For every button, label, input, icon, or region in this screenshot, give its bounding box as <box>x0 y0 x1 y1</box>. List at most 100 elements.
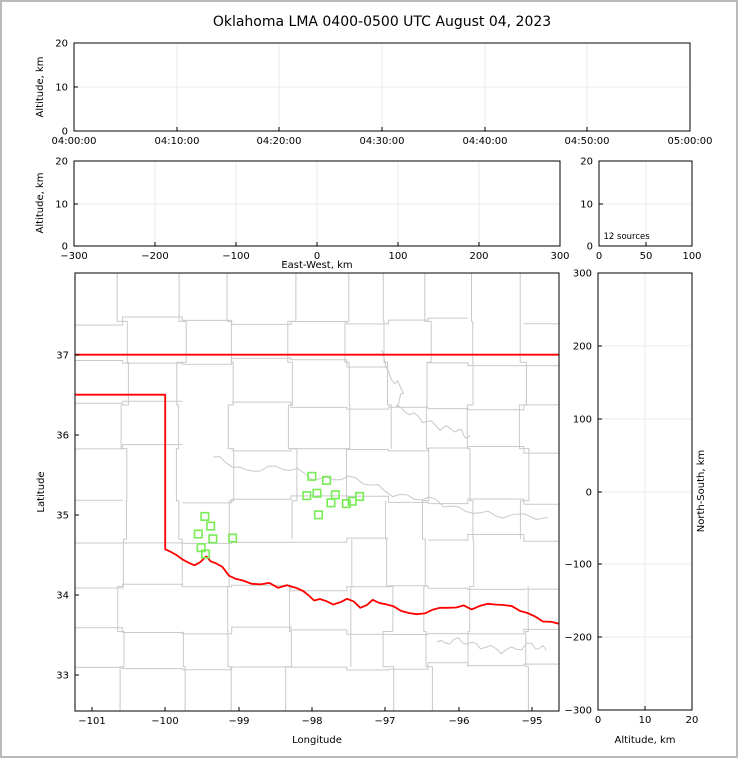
plan_view-y-tick-label: 35 <box>56 511 69 522</box>
ew_height-x-tick-label: 0 <box>314 251 320 262</box>
ns_alt-y-tick-label: −300 <box>565 706 592 717</box>
plan_view-x-tick-label: −95 <box>521 716 542 727</box>
lma-station-marker <box>208 534 218 544</box>
source_histogram-tick-marks <box>598 160 693 247</box>
ns_alt-x-axis-label: Altitude, km <box>615 735 676 746</box>
ew_height-y-tick-label: 0 <box>62 242 68 253</box>
plan_view-y-tick-label: 33 <box>56 671 69 682</box>
ns_alt-y-tick-label: 100 <box>573 415 592 426</box>
source_histogram-y-tick-label: 0 <box>587 242 593 253</box>
ns_alt-panel: 0 10 20 300 200 100 0 −100 −200 −300 Altitude, km N… <box>565 269 707 747</box>
lma-station-marker <box>193 529 203 539</box>
lma-station-marker <box>206 521 216 531</box>
ew_height-x-axis-label: East-West, km <box>281 260 352 271</box>
source_histogram-y-tick-label: 10 <box>580 200 593 211</box>
lma-station-marker <box>307 471 317 481</box>
plan_view-panel: −101 −100 −99 −98 −97 −96 −95 33 34 35 36 37 Longitu… <box>36 272 560 746</box>
lma-station-marker <box>201 549 211 559</box>
plan_view-x-axis-label: Longitude <box>292 735 342 746</box>
source_histogram-x-tick-label: 50 <box>640 251 653 262</box>
figure-title: Oklahoma LMA 0400-0500 UTC August 04, 20… <box>212 14 552 30</box>
ns_alt-x-tick-label: 20 <box>686 715 699 726</box>
plan_view-x-tick-label: −99 <box>228 716 249 727</box>
time_height-x-tick-label: 04:00:00 <box>52 136 97 147</box>
ew_height-x-tick-label: −200 <box>141 251 168 262</box>
plan_view-y-tick-label: 36 <box>56 431 69 442</box>
ew_height-x-tick-label: −300 <box>60 251 87 262</box>
lma-station-marker <box>341 499 351 509</box>
map-layers <box>75 273 559 711</box>
plan_view-tick-labels: −101 −100 −99 −98 −97 −96 −95 33 34 35 36 37 <box>56 351 542 728</box>
state-border-west-south <box>75 393 559 625</box>
plan_view-x-tick-label: −101 <box>78 716 105 727</box>
source_histogram-x-tick-label: 0 <box>596 251 602 262</box>
county-boundaries <box>75 273 559 711</box>
ew_height-x-tick-label: 300 <box>550 251 569 262</box>
plan_view-tick-marks <box>75 354 533 711</box>
plan_view-x-tick-label: −98 <box>301 716 322 727</box>
lma-station-marker <box>347 496 357 506</box>
ns_alt-x-tick-label: 10 <box>639 715 652 726</box>
time_height-tick-marks <box>73 42 691 132</box>
ew_height-x-tick-label: 200 <box>469 251 488 262</box>
ns_alt-y-tick-label: 300 <box>573 269 592 280</box>
plan_view-plot-area <box>75 273 559 711</box>
time_height-tick-labels: 04:00:00 04:10:00 04:20:00 04:30:00 04:40:00… <box>52 39 713 148</box>
ns_alt-y-axis-label-right: North-South, km <box>696 450 707 533</box>
plan_view-y-axis-label: Latitude <box>36 471 47 512</box>
ew_height-y-tick-label: 10 <box>55 200 68 211</box>
lma-station-marker <box>200 511 210 522</box>
source_histogram-y-tick-label: 20 <box>580 157 593 168</box>
lma-station-marker <box>228 533 238 543</box>
ns_alt-y-tick-label: −200 <box>565 633 592 644</box>
ew_height-x-tick-label: −100 <box>222 251 249 262</box>
ns_alt-y-tick-label: 0 <box>586 488 592 499</box>
source_histogram-tick-labels: 0 50 100 0 10 20 <box>580 157 701 263</box>
ew_height-y-axis-label: Altitude, km <box>35 173 46 234</box>
ns_alt-y-tick-label: 200 <box>573 342 592 353</box>
time_height-y-tick-label: 0 <box>62 127 68 138</box>
time_height-y-tick-label: 20 <box>55 39 68 50</box>
source_histogram-panel: 0 50 100 0 10 20 12 sources <box>580 157 701 263</box>
plan_view-x-tick-label: −97 <box>374 716 395 727</box>
ns_alt-y-tick-label: −100 <box>565 560 592 571</box>
source_histogram-x-tick-label: 100 <box>682 251 701 262</box>
ns_alt-x-tick-label: 0 <box>595 715 601 726</box>
time_height-x-tick-label: 04:50:00 <box>565 136 610 147</box>
plan_view-x-tick-label: −96 <box>448 716 469 727</box>
ew_height-tick-marks <box>73 160 561 247</box>
ns_alt-tick-marks <box>597 272 693 711</box>
time_height-x-tick-label: 04:40:00 <box>463 136 508 147</box>
plan_view-border <box>74 272 560 712</box>
lma-station-marker <box>312 488 322 498</box>
ew_height-tick-labels: −300 −200 −100 0 100 200 300 0 10 20 <box>55 157 569 263</box>
lma-station-marker <box>302 491 312 501</box>
ns_alt-gridlines <box>599 274 691 709</box>
ew_height-panel: −300 −200 −100 0 100 200 300 0 10 20 East-West, km… <box>35 157 570 272</box>
lma-stations <box>193 471 365 559</box>
time_height-y-tick-label: 10 <box>55 83 68 94</box>
plan_view-y-tick-label: 37 <box>56 351 69 362</box>
time_height-x-tick-label: 04:30:00 <box>360 136 405 147</box>
lma-station-marker <box>326 498 336 508</box>
time_height-x-tick-label: 04:20:00 <box>257 136 302 147</box>
river-line-southeast <box>436 637 547 655</box>
ns_alt-tick-labels: 0 10 20 300 200 100 0 −100 −200 −300 <box>565 269 699 727</box>
river-line-canadian <box>212 455 548 520</box>
time_height-x-tick-label: 04:10:00 <box>155 136 200 147</box>
source_histogram-gridlines <box>600 162 691 245</box>
state-border <box>75 353 559 625</box>
time_height-panel: 04:00:00 04:10:00 04:20:00 04:30:00 04:40:00… <box>35 39 712 148</box>
lma-station-marker <box>313 510 324 520</box>
plan_view-y-tick-label: 34 <box>56 591 69 602</box>
river-line-arkansas <box>381 349 471 439</box>
lma-station-marker <box>354 491 365 502</box>
source-count-annotation: 12 sources <box>604 232 651 242</box>
time_height-x-tick-label: 05:00:00 <box>668 136 713 147</box>
time_height-gridlines <box>75 44 689 130</box>
ew_height-gridlines <box>75 162 559 245</box>
plan_view-x-tick-label: −100 <box>151 716 178 727</box>
lma-station-marker <box>321 475 332 485</box>
ew_height-x-tick-label: 100 <box>388 251 407 262</box>
